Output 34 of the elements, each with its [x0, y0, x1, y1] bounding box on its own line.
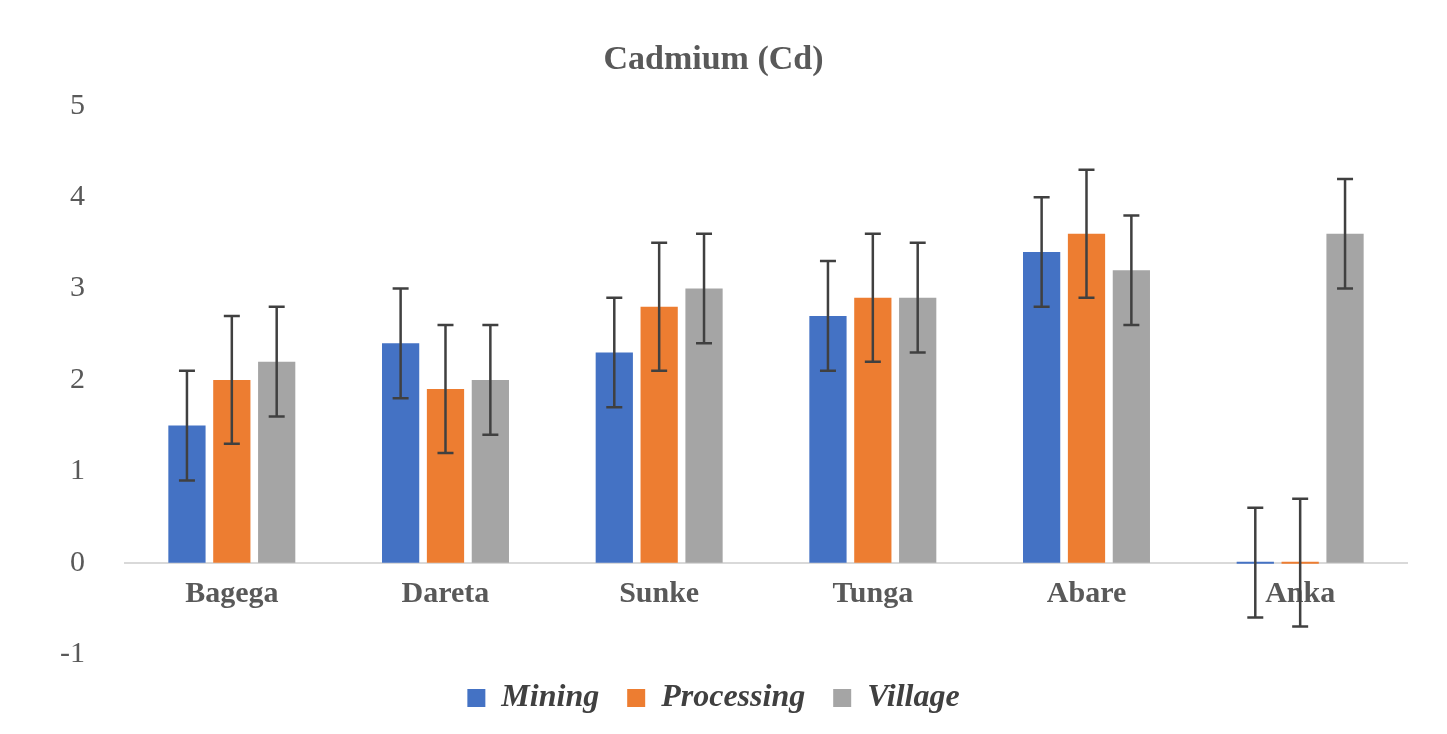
bar — [685, 288, 723, 563]
legend-label: Mining — [500, 677, 600, 714]
x-tick-label: Sunke — [619, 575, 700, 609]
bar — [471, 379, 509, 563]
bar — [258, 361, 296, 563]
bar — [1326, 233, 1364, 563]
legend-label: Village — [867, 677, 960, 714]
bar — [809, 315, 847, 563]
bar — [1281, 561, 1319, 564]
bar — [640, 306, 678, 563]
bar — [899, 297, 937, 563]
y-tick-label: 5 — [69, 86, 85, 120]
bar — [382, 343, 420, 563]
y-tick-label: 0 — [69, 543, 85, 577]
x-tick-label: Tunga — [832, 575, 914, 609]
chart-title: Cadmium (Cd) — [603, 39, 824, 78]
bar — [1112, 270, 1150, 563]
bar — [595, 352, 633, 563]
bar — [426, 389, 465, 563]
x-tick-label: Bagega — [185, 575, 279, 609]
bar — [1236, 561, 1274, 564]
x-tick-label: Dareta — [401, 575, 490, 609]
y-tick-label: -1 — [59, 634, 85, 668]
y-tick-label: 1 — [69, 452, 85, 486]
x-tick-label: Abare — [1046, 575, 1127, 609]
bar — [1023, 251, 1061, 563]
y-tick-label: 3 — [69, 269, 85, 303]
y-tick-label: 4 — [69, 178, 85, 212]
legend-label: Processing — [660, 677, 806, 714]
bar — [854, 297, 892, 563]
bar — [168, 425, 206, 563]
bar — [1067, 233, 1106, 563]
bar — [213, 379, 251, 563]
y-tick-label: 2 — [69, 360, 85, 394]
